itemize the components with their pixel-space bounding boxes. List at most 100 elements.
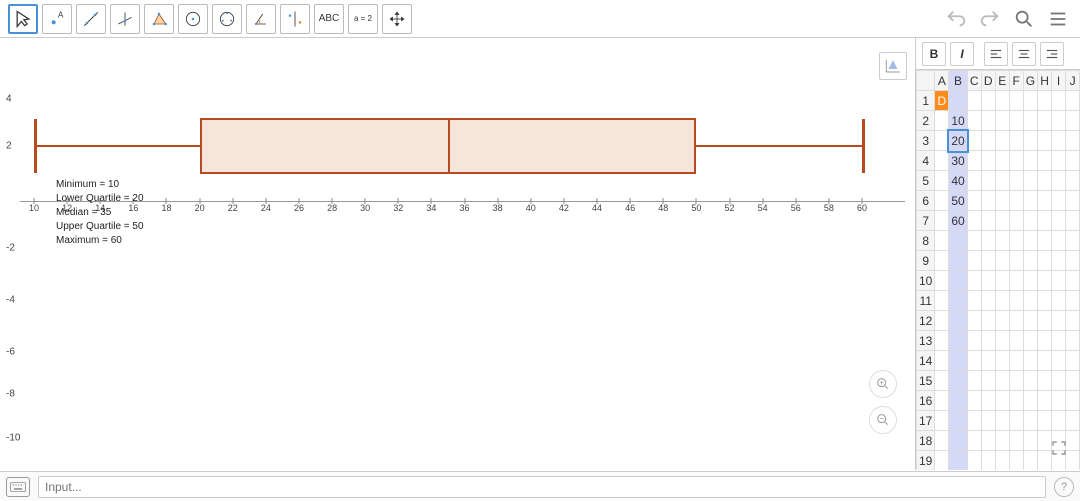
cell[interactable] bbox=[935, 231, 949, 251]
cell[interactable] bbox=[1023, 331, 1037, 351]
cell[interactable] bbox=[1009, 171, 1023, 191]
cell[interactable] bbox=[949, 431, 967, 451]
cell[interactable] bbox=[949, 311, 967, 331]
cell[interactable] bbox=[1009, 251, 1023, 271]
cell[interactable] bbox=[967, 391, 981, 411]
cell[interactable] bbox=[1066, 131, 1080, 151]
cell[interactable] bbox=[1009, 351, 1023, 371]
cell[interactable] bbox=[967, 151, 981, 171]
cell[interactable] bbox=[1066, 351, 1080, 371]
cell[interactable] bbox=[995, 191, 1009, 211]
cell[interactable] bbox=[1066, 371, 1080, 391]
cell[interactable] bbox=[1038, 131, 1052, 151]
cell[interactable] bbox=[1023, 111, 1037, 131]
cell[interactable] bbox=[949, 411, 967, 431]
cell[interactable] bbox=[1066, 311, 1080, 331]
col-header[interactable]: B bbox=[949, 71, 967, 91]
cell[interactable] bbox=[949, 231, 967, 251]
cell[interactable] bbox=[1023, 191, 1037, 211]
cell[interactable] bbox=[995, 271, 1009, 291]
cell[interactable] bbox=[981, 171, 995, 191]
cell[interactable]: 50 bbox=[949, 191, 967, 211]
cell[interactable] bbox=[967, 131, 981, 151]
cell[interactable] bbox=[1038, 331, 1052, 351]
cell[interactable]: 60 bbox=[949, 211, 967, 231]
cell[interactable] bbox=[1066, 91, 1080, 111]
cell[interactable] bbox=[1009, 191, 1023, 211]
row-header[interactable]: 13 bbox=[917, 331, 935, 351]
redo-button[interactable] bbox=[976, 5, 1004, 33]
cell[interactable] bbox=[995, 391, 1009, 411]
row-header[interactable]: 9 bbox=[917, 251, 935, 271]
cell[interactable] bbox=[995, 431, 1009, 451]
row-header[interactable]: 1 bbox=[917, 91, 935, 111]
cell[interactable] bbox=[967, 411, 981, 431]
cell[interactable] bbox=[967, 191, 981, 211]
cell[interactable] bbox=[1052, 311, 1066, 331]
cell[interactable] bbox=[1023, 391, 1037, 411]
circle-tool[interactable] bbox=[178, 4, 208, 34]
cell[interactable] bbox=[1038, 151, 1052, 171]
cell[interactable] bbox=[967, 351, 981, 371]
cell[interactable] bbox=[1023, 291, 1037, 311]
cell[interactable] bbox=[1052, 251, 1066, 271]
cell[interactable] bbox=[967, 331, 981, 351]
cell[interactable] bbox=[1023, 271, 1037, 291]
cell[interactable] bbox=[935, 391, 949, 411]
cell[interactable] bbox=[1038, 251, 1052, 271]
cell[interactable] bbox=[935, 411, 949, 431]
col-header[interactable]: G bbox=[1023, 71, 1037, 91]
cell[interactable] bbox=[981, 331, 995, 351]
cell[interactable] bbox=[995, 111, 1009, 131]
col-header[interactable]: F bbox=[1009, 71, 1023, 91]
row-header[interactable]: 15 bbox=[917, 371, 935, 391]
cell[interactable] bbox=[1023, 131, 1037, 151]
bold-button[interactable]: B bbox=[922, 42, 946, 66]
row-header[interactable]: 8 bbox=[917, 231, 935, 251]
col-header[interactable]: H bbox=[1038, 71, 1052, 91]
row-header[interactable]: 10 bbox=[917, 271, 935, 291]
cell[interactable] bbox=[949, 391, 967, 411]
cell[interactable] bbox=[949, 251, 967, 271]
cell[interactable] bbox=[981, 411, 995, 431]
cell[interactable] bbox=[935, 451, 949, 471]
cell[interactable] bbox=[967, 91, 981, 111]
cell[interactable] bbox=[981, 251, 995, 271]
cell[interactable] bbox=[967, 231, 981, 251]
row-header[interactable]: 4 bbox=[917, 151, 935, 171]
keyboard-icon[interactable] bbox=[6, 477, 30, 497]
cell[interactable] bbox=[995, 351, 1009, 371]
cell[interactable] bbox=[1023, 371, 1037, 391]
cell[interactable] bbox=[1009, 211, 1023, 231]
cell[interactable] bbox=[1023, 231, 1037, 251]
cell[interactable] bbox=[995, 411, 1009, 431]
cell[interactable] bbox=[981, 431, 995, 451]
col-header[interactable]: E bbox=[995, 71, 1009, 91]
cell[interactable] bbox=[1023, 211, 1037, 231]
cell[interactable] bbox=[981, 131, 995, 151]
cell[interactable] bbox=[1066, 231, 1080, 251]
cell[interactable] bbox=[949, 291, 967, 311]
line-tool[interactable] bbox=[76, 4, 106, 34]
cell[interactable] bbox=[935, 311, 949, 331]
cell[interactable] bbox=[967, 171, 981, 191]
cell[interactable]: D bbox=[935, 91, 949, 111]
cell[interactable] bbox=[1009, 371, 1023, 391]
col-header[interactable]: A bbox=[935, 71, 949, 91]
cell[interactable] bbox=[995, 331, 1009, 351]
cell[interactable] bbox=[935, 251, 949, 271]
cell[interactable] bbox=[1009, 451, 1023, 471]
cell[interactable] bbox=[981, 371, 995, 391]
polygon-tool[interactable] bbox=[144, 4, 174, 34]
cell[interactable] bbox=[949, 451, 967, 471]
cell[interactable] bbox=[1023, 411, 1037, 431]
cell[interactable] bbox=[1052, 211, 1066, 231]
cell[interactable] bbox=[981, 311, 995, 331]
cell[interactable] bbox=[967, 211, 981, 231]
cell[interactable]: 20 bbox=[949, 131, 967, 151]
cell[interactable] bbox=[1052, 411, 1066, 431]
cell[interactable] bbox=[935, 131, 949, 151]
cell[interactable] bbox=[995, 171, 1009, 191]
cell[interactable] bbox=[1052, 191, 1066, 211]
cell[interactable] bbox=[981, 451, 995, 471]
